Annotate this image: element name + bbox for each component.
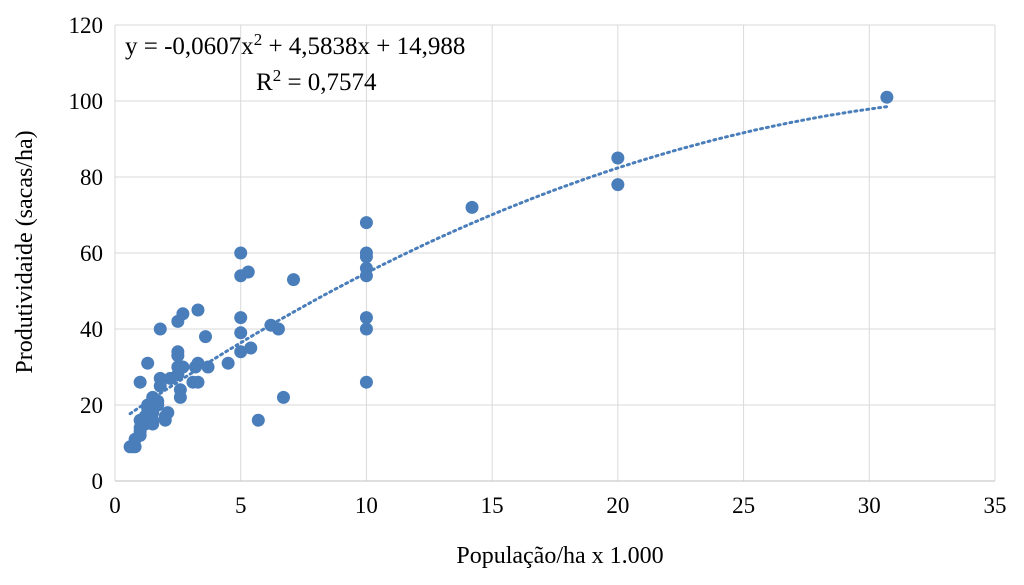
data-point bbox=[199, 330, 213, 344]
r-squared-label: R2 = 0,7574 bbox=[256, 66, 377, 96]
data-point bbox=[201, 360, 215, 374]
x-tick-label: 15 bbox=[481, 493, 504, 518]
data-point bbox=[244, 341, 258, 355]
data-point bbox=[141, 356, 155, 370]
data-point bbox=[153, 371, 167, 385]
data-point bbox=[191, 375, 205, 389]
data-point bbox=[880, 90, 894, 104]
data-point bbox=[611, 178, 625, 192]
y-tick-label: 100 bbox=[69, 89, 104, 114]
y-tick-labels: 0 20 40 60 80 100 120 bbox=[69, 13, 104, 494]
x-tick-label: 0 bbox=[109, 493, 121, 518]
x-tick-labels: 0 5 10 15 20 25 30 35 bbox=[109, 493, 1006, 518]
x-tick-label: 10 bbox=[355, 493, 378, 518]
data-point bbox=[234, 345, 248, 359]
data-point bbox=[271, 322, 285, 336]
data-point bbox=[359, 246, 373, 260]
x-tick-label: 35 bbox=[984, 493, 1007, 518]
y-tick-label: 120 bbox=[69, 13, 104, 38]
y-tick-label: 80 bbox=[80, 165, 103, 190]
data-point bbox=[359, 216, 373, 230]
data-point bbox=[161, 406, 175, 420]
x-tick-label: 5 bbox=[235, 493, 247, 518]
data-point bbox=[234, 246, 248, 260]
data-point bbox=[359, 375, 373, 389]
data-point bbox=[153, 322, 167, 336]
data-point bbox=[287, 273, 301, 287]
data-point bbox=[359, 261, 373, 275]
x-tick-label: 25 bbox=[732, 493, 755, 518]
data-point bbox=[221, 356, 235, 370]
data-point bbox=[171, 345, 185, 359]
y-tick-label: 20 bbox=[80, 393, 103, 418]
y-axis-label: Produtividaide (sacas/ha) bbox=[12, 130, 38, 373]
data-point bbox=[234, 311, 248, 325]
data-point bbox=[611, 151, 625, 165]
data-point bbox=[176, 307, 190, 321]
data-point bbox=[234, 326, 248, 340]
x-tick-label: 30 bbox=[858, 493, 881, 518]
x-tick-label: 20 bbox=[606, 493, 629, 518]
data-point bbox=[176, 360, 190, 374]
data-point bbox=[241, 265, 255, 279]
trendline bbox=[128, 105, 889, 416]
data-point bbox=[251, 413, 265, 427]
data-points bbox=[123, 90, 894, 454]
data-point bbox=[191, 356, 205, 370]
data-point bbox=[151, 394, 165, 408]
y-tick-label: 0 bbox=[92, 469, 104, 494]
data-point bbox=[133, 375, 147, 389]
data-point bbox=[191, 303, 205, 317]
data-point bbox=[173, 383, 187, 397]
y-tick-label: 40 bbox=[80, 317, 103, 342]
y-tick-label: 60 bbox=[80, 241, 103, 266]
data-point bbox=[359, 311, 373, 325]
trendline-equation: y = -0,0607x2 + 4,5838x + 14,988 bbox=[125, 30, 465, 60]
x-axis-label: População/ha x 1.000 bbox=[456, 543, 663, 569]
data-point bbox=[359, 322, 373, 336]
data-point bbox=[465, 200, 479, 214]
data-point bbox=[276, 390, 290, 404]
